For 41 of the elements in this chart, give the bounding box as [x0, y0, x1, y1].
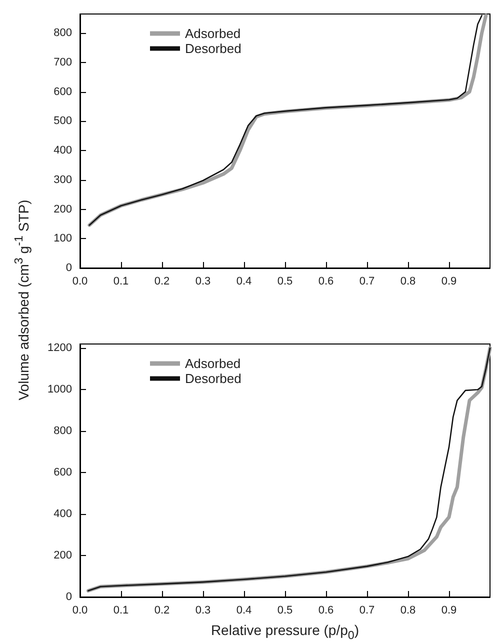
x-tick-label: 0.3 — [195, 604, 211, 616]
x-tick-label: 0.6 — [318, 276, 334, 288]
y-tick-label: 700 — [54, 56, 72, 68]
y-tick-label: 0 — [66, 591, 72, 603]
x-tick-label: 0.4 — [236, 276, 252, 288]
x-axis-title: Relative pressure (p/p$_{0}$) — [210, 622, 360, 642]
x-tick-label: 0.8 — [400, 604, 416, 616]
x-tick-label: 0.9 — [441, 604, 457, 616]
y-tick-label: 1000 — [48, 384, 72, 396]
x-tick-label: 0.2 — [154, 276, 170, 288]
y-tick-label: 600 — [54, 86, 72, 98]
x-tick-label: 0.1 — [113, 604, 129, 616]
x-tick-label: 0.5 — [277, 604, 293, 616]
x-tick-label: 0.7 — [359, 604, 375, 616]
y-tick-label: 100 — [54, 232, 72, 245]
y-tick-label: 0 — [66, 262, 72, 274]
x-tick-label: 0.9 — [441, 276, 457, 288]
x-tick-label: 0.3 — [195, 276, 211, 288]
x-tick-label: 0.6 — [318, 604, 334, 616]
y-tick-label: 400 — [54, 144, 72, 157]
x-tick-label: 0.0 — [72, 604, 88, 616]
y-tick-label: 200 — [54, 550, 72, 562]
y-tick-label: 1200 — [48, 342, 72, 354]
x-tick-label: 0.5 — [277, 276, 293, 288]
y-tick-label: 400 — [54, 508, 72, 520]
x-tick-label: 0.7 — [359, 276, 375, 288]
y-tick-label: 200 — [54, 203, 72, 216]
x-tick-label: 0.2 — [154, 604, 170, 616]
y-tick-label: 800 — [54, 425, 72, 438]
y-tick-label: 500 — [54, 115, 72, 128]
x-tick-label: 0.8 — [400, 276, 416, 288]
legend-label: Desorbed — [185, 41, 242, 56]
y-tick-label: 800 — [54, 27, 72, 40]
legend-label: Adsorbed — [185, 26, 241, 41]
y-tick-label: 300 — [54, 174, 72, 186]
x-tick-label: 0.1 — [113, 276, 129, 288]
x-tick-label: 0.0 — [72, 276, 88, 288]
legend-label: Adsorbed — [185, 356, 241, 371]
x-tick-label: 0.4 — [236, 604, 252, 616]
y-tick-label: 600 — [54, 466, 72, 479]
legend-label: Desorbed — [185, 371, 242, 386]
